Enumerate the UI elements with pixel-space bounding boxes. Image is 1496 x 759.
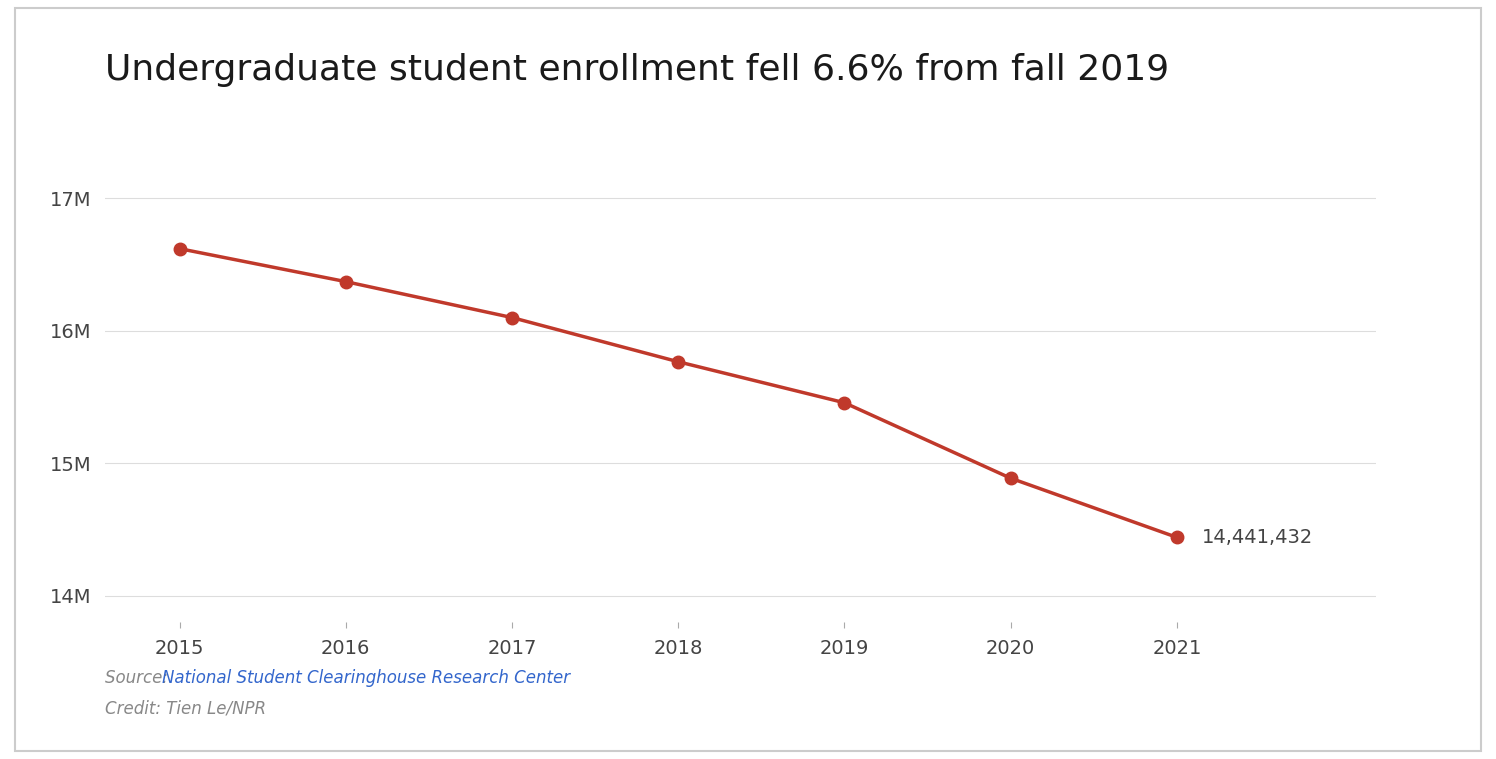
Text: Undergraduate student enrollment fell 6.6% from fall 2019: Undergraduate student enrollment fell 6.… — [105, 53, 1168, 87]
Text: Credit: Tien Le/NPR: Credit: Tien Le/NPR — [105, 699, 266, 717]
Text: Source:: Source: — [105, 669, 174, 687]
Text: 14,441,432: 14,441,432 — [1201, 528, 1313, 546]
Text: National Student Clearinghouse Research Center: National Student Clearinghouse Research … — [162, 669, 570, 687]
